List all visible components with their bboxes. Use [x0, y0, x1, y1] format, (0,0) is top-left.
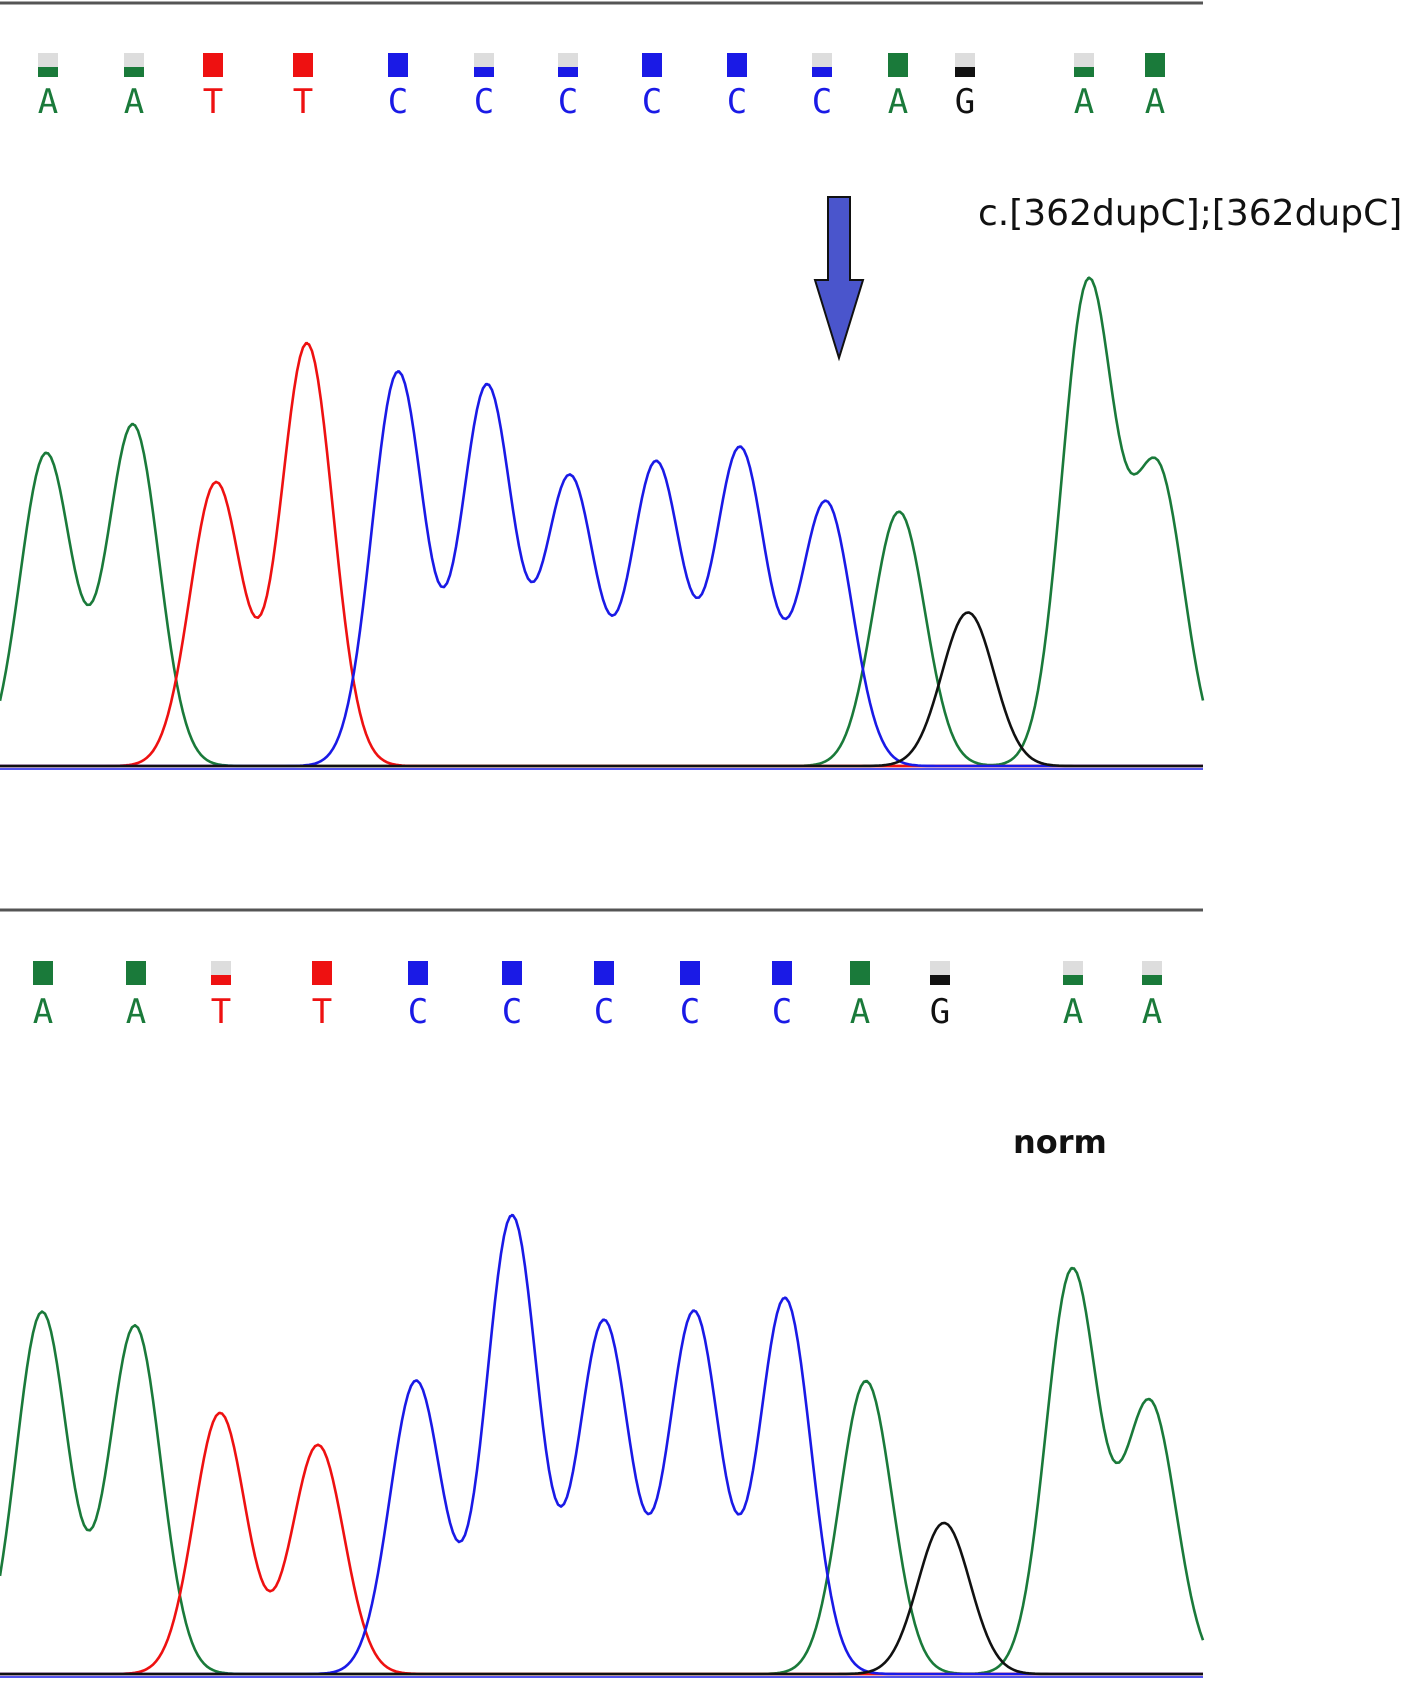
- base-call-label: C: [812, 82, 832, 122]
- base-call-label: C: [680, 992, 700, 1032]
- peak-point: [1156, 459, 1160, 462]
- peak-point: [1148, 1398, 1152, 1401]
- base-call-label: A: [38, 82, 58, 122]
- base-call-label: C: [474, 82, 494, 122]
- base-call-label: A: [850, 992, 870, 1032]
- base-call-label: A: [1074, 82, 1094, 122]
- peak-point: [131, 422, 135, 426]
- base-call-label: T: [293, 82, 313, 122]
- base-call-label: C: [727, 82, 747, 122]
- peak-point: [738, 445, 742, 448]
- peak-point: [602, 1318, 606, 1321]
- base-call-label: A: [1145, 82, 1165, 122]
- base-call-label: T: [203, 82, 223, 122]
- peak-point: [942, 1521, 946, 1525]
- peak-point: [44, 451, 48, 454]
- quality-marker: [126, 961, 146, 985]
- chromatogram-mutant-svg: A A T T C C C C C C A G A Ac.[362dupC];[362dupC]: [0, 1, 1402, 770]
- base-call-label: G: [930, 992, 950, 1032]
- peak-point: [1070, 1266, 1074, 1270]
- quality-marker: [772, 961, 792, 985]
- base-call-label: G: [955, 82, 975, 122]
- quality-marker: [124, 67, 144, 77]
- peak-point: [133, 1324, 137, 1327]
- quality-marker: [680, 961, 700, 985]
- quality-marker: [727, 53, 747, 77]
- peak-point: [510, 1213, 514, 1217]
- quality-marker: [1145, 53, 1165, 77]
- peak-point: [40, 1310, 44, 1313]
- quality-marker: [558, 67, 578, 77]
- peak-point: [305, 341, 309, 345]
- base-call-label: C: [772, 992, 792, 1032]
- base-call-label: A: [126, 992, 146, 1032]
- quality-marker: [502, 961, 522, 985]
- base-call-label: C: [408, 992, 428, 1032]
- trace-T: [0, 1411, 1203, 1676]
- quality-marker: [211, 975, 231, 985]
- trace-A: [0, 1267, 1205, 1676]
- peak-point: [568, 473, 572, 476]
- base-call-label: C: [594, 992, 614, 1032]
- base-call-label: T: [211, 992, 231, 1032]
- base-call-label: T: [312, 992, 332, 1032]
- base-call-label: A: [1063, 992, 1083, 1032]
- base-call-label: C: [642, 82, 662, 122]
- normal-label: norm: [1013, 1123, 1107, 1161]
- quality-marker: [888, 53, 908, 77]
- quality-marker: [293, 53, 313, 77]
- base-call-label: C: [558, 82, 578, 122]
- trace-G: [0, 1521, 1203, 1676]
- base-call-label: C: [388, 82, 408, 122]
- quality-marker: [1142, 975, 1162, 985]
- quality-marker: [203, 53, 223, 77]
- quality-marker: [1074, 67, 1094, 77]
- mutation-arrow-icon: [813, 196, 865, 362]
- quality-marker: [594, 961, 614, 985]
- peak-point: [414, 1379, 418, 1382]
- quality-marker: [642, 53, 662, 77]
- base-call-label: A: [1142, 992, 1162, 1032]
- quality-marker: [312, 961, 332, 985]
- peak-point: [485, 382, 489, 386]
- peak-point: [654, 459, 658, 462]
- peak-point: [897, 510, 901, 513]
- peak-point: [1086, 277, 1090, 280]
- trace-G: [0, 611, 1203, 768]
- peak-point: [824, 499, 828, 502]
- quality-marker: [955, 67, 975, 77]
- quality-marker: [850, 961, 870, 985]
- base-call-label: A: [888, 82, 908, 122]
- quality-marker: [812, 67, 832, 77]
- quality-marker: [388, 53, 408, 77]
- peak-point: [396, 370, 400, 373]
- quality-marker: [38, 67, 58, 77]
- peak-point: [316, 1443, 320, 1446]
- base-call-label: C: [502, 992, 522, 1032]
- base-call-label: A: [124, 82, 144, 122]
- peak-point: [864, 1379, 868, 1383]
- trace-A: [0, 276, 1205, 768]
- peak-point: [966, 611, 970, 614]
- base-call-label: A: [33, 992, 53, 1032]
- quality-marker: [1063, 975, 1083, 985]
- peak-point: [214, 480, 218, 484]
- quality-marker: [474, 67, 494, 77]
- peak-point: [692, 1309, 696, 1312]
- mutation-label: c.[362dupC];[362dupC]: [978, 193, 1402, 234]
- quality-marker: [33, 961, 53, 985]
- peak-point: [218, 1411, 222, 1414]
- peak-point: [783, 1296, 787, 1299]
- quality-marker: [408, 961, 428, 985]
- quality-marker: [930, 975, 950, 985]
